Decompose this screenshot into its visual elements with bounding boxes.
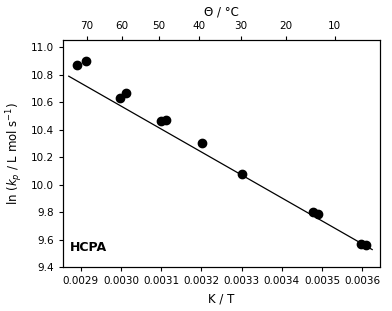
Point — [123, 91, 129, 95]
Point — [163, 117, 169, 122]
Point — [199, 140, 205, 145]
Point — [158, 118, 164, 123]
Point — [82, 59, 89, 64]
Point — [310, 210, 316, 215]
Y-axis label: ln ($k_p$ / L mol s$^{-1}$): ln ($k_p$ / L mol s$^{-1}$) — [4, 102, 25, 206]
Point — [363, 243, 369, 248]
Point — [315, 212, 321, 217]
X-axis label: Θ / °C: Θ / °C — [204, 6, 239, 19]
Point — [74, 63, 80, 68]
X-axis label: K / T: K / T — [208, 292, 235, 305]
Point — [239, 172, 245, 177]
Point — [358, 241, 365, 246]
Text: HCPA: HCPA — [69, 241, 107, 254]
Point — [117, 96, 123, 101]
